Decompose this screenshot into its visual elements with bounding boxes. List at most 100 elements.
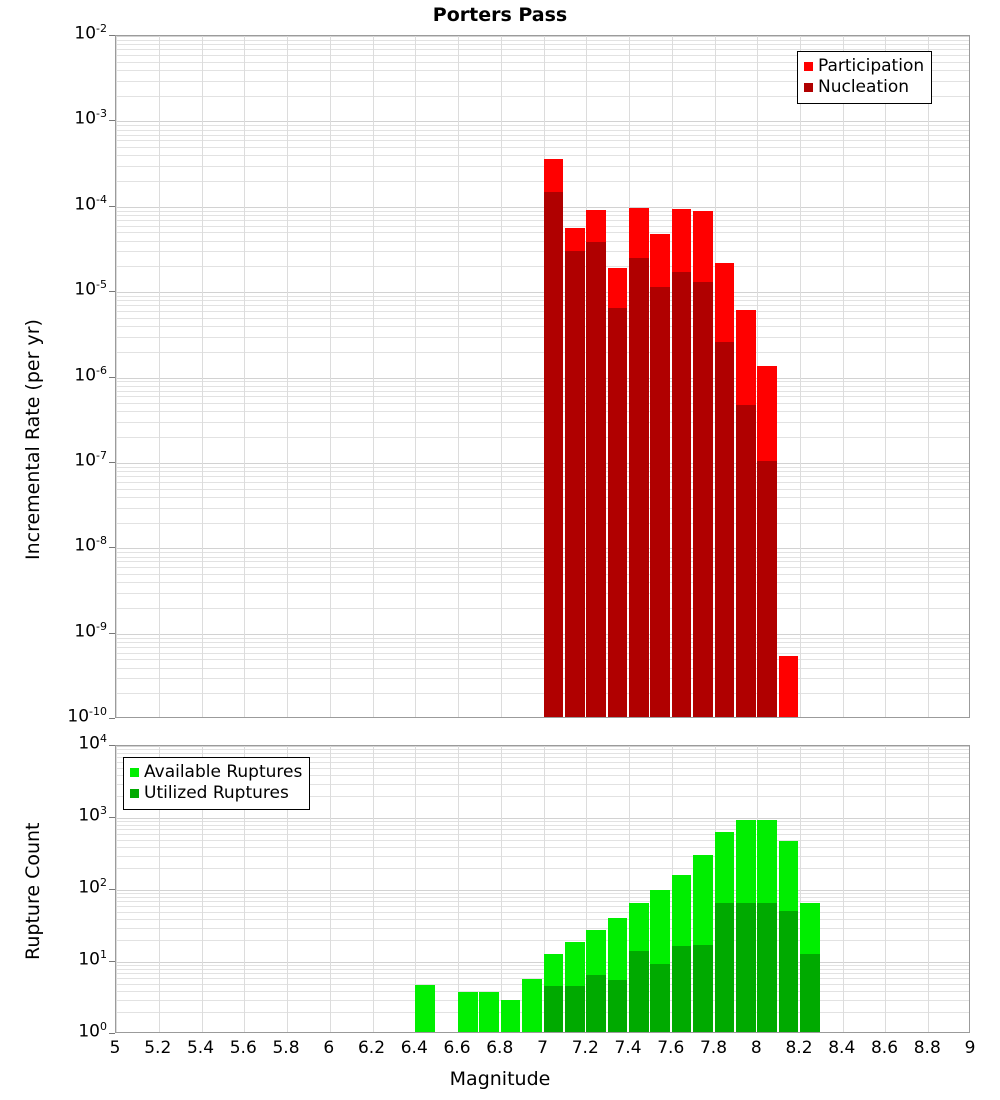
gridline-vertical xyxy=(330,36,331,717)
gridline-minor xyxy=(116,821,969,822)
gridline-major xyxy=(116,548,969,549)
gridline-vertical xyxy=(116,746,117,1032)
gridline-vertical xyxy=(501,746,502,1032)
gridline-minor xyxy=(116,467,969,468)
gridline-minor xyxy=(116,965,969,966)
legend-label: Utilized Ruptures xyxy=(144,783,289,803)
gridline-minor xyxy=(116,552,969,553)
gridline-minor xyxy=(116,653,969,654)
bar-inner-segment xyxy=(586,974,607,1032)
gridline-minor xyxy=(116,300,969,301)
bar xyxy=(415,985,436,1032)
y-axis-tick-mark xyxy=(109,291,115,292)
bar-inner-segment xyxy=(543,985,564,1032)
bar xyxy=(714,832,735,1032)
y-axis-tick-label: 101 xyxy=(78,948,107,970)
y-axis-tick-mark xyxy=(109,745,115,746)
bar xyxy=(564,941,585,1032)
bar-inner-segment xyxy=(757,460,778,717)
rupture-count-plot xyxy=(115,745,970,1033)
bar xyxy=(800,902,820,1032)
bar-inner-segment xyxy=(671,946,692,1032)
gridline-vertical xyxy=(330,746,331,1032)
incremental-rate-plot xyxy=(115,35,970,718)
y-axis-tick-mark xyxy=(109,206,115,207)
gridline-minor xyxy=(116,215,969,216)
bar xyxy=(543,159,564,717)
gridline-minor xyxy=(116,386,969,387)
x-axis-tick-label: 5 xyxy=(109,1038,121,1058)
bar-inner-segment xyxy=(607,979,628,1032)
legend-item: Nucleation xyxy=(804,77,924,98)
gridline-minor xyxy=(116,476,969,477)
legend-label: Available Ruptures xyxy=(144,762,303,782)
x-axis-tick-label: 7.8 xyxy=(699,1038,728,1058)
gridline-minor xyxy=(116,305,969,306)
top-chart-legend: Participation Nucleation xyxy=(797,51,933,104)
bar-inner-segment xyxy=(650,286,671,717)
y-axis-tick-label: 100 xyxy=(78,1020,107,1042)
gridline-major xyxy=(116,292,969,293)
gridline-minor xyxy=(116,856,969,857)
x-axis-tick-label: 6.6 xyxy=(443,1038,471,1058)
gridline-minor xyxy=(116,582,969,583)
gridline-minor xyxy=(116,181,969,182)
gridline-minor xyxy=(116,352,969,353)
gridline-minor xyxy=(116,901,969,902)
gridline-vertical xyxy=(159,746,160,1032)
gridline-minor xyxy=(116,135,969,136)
page-title: Porters Pass xyxy=(432,4,568,26)
gridline-minor xyxy=(116,973,969,974)
bar-inner-segment xyxy=(671,271,692,717)
x-axis-tick-label: 6.2 xyxy=(357,1038,386,1058)
bar xyxy=(629,208,649,717)
gridline-minor xyxy=(116,523,969,524)
gridline-vertical xyxy=(586,746,587,1032)
y-axis-tick-mark xyxy=(109,35,115,36)
gridline-minor xyxy=(116,166,969,167)
y-axis-tick-label: 10-10 xyxy=(67,705,107,727)
gridline-vertical xyxy=(458,36,459,717)
gridline-minor xyxy=(116,659,969,660)
gridline-minor xyxy=(116,829,969,830)
gridline-minor xyxy=(116,978,969,979)
gridline-minor xyxy=(116,226,969,227)
bar-inner-segment xyxy=(757,902,778,1032)
gridline-major xyxy=(116,207,969,208)
gridline-vertical xyxy=(202,36,203,717)
gridline-minor xyxy=(116,391,969,392)
bar xyxy=(693,854,713,1032)
gridline-minor xyxy=(116,638,969,639)
bar-inner-segment xyxy=(693,945,713,1032)
x-axis-tick-label: 8.6 xyxy=(870,1038,899,1058)
gridline-minor xyxy=(116,155,969,156)
x-axis-label: Magnitude xyxy=(449,1068,551,1090)
gridline-vertical xyxy=(415,746,416,1032)
gridline-minor xyxy=(116,125,969,126)
x-axis-tick-label: 9 xyxy=(964,1038,976,1058)
bar xyxy=(650,234,671,717)
x-axis-tick-label: 8.8 xyxy=(913,1038,941,1058)
gridline-minor xyxy=(116,912,969,913)
bar xyxy=(522,979,542,1032)
gridline-vertical xyxy=(116,36,117,717)
gridline-minor xyxy=(116,749,969,750)
bar-inner-segment xyxy=(586,241,607,717)
y-axis-tick-label: 10-8 xyxy=(74,534,107,556)
bar xyxy=(458,991,478,1032)
gridline-vertical xyxy=(458,746,459,1032)
bar-inner-segment xyxy=(629,950,649,1032)
bar-inner-segment xyxy=(564,985,585,1032)
gridline-minor xyxy=(116,49,969,50)
y-axis-tick-label: 103 xyxy=(78,804,107,826)
gridline-vertical xyxy=(800,746,801,1032)
gridline-vertical xyxy=(928,746,929,1032)
gridline-major xyxy=(116,634,969,635)
bar xyxy=(586,210,607,717)
legend-swatch-icon xyxy=(130,768,139,777)
gridline-vertical xyxy=(928,36,929,717)
top-y-axis-label: Incremental Rate (per yr) xyxy=(22,319,44,560)
bar xyxy=(671,208,692,717)
gridline-vertical xyxy=(373,746,374,1032)
